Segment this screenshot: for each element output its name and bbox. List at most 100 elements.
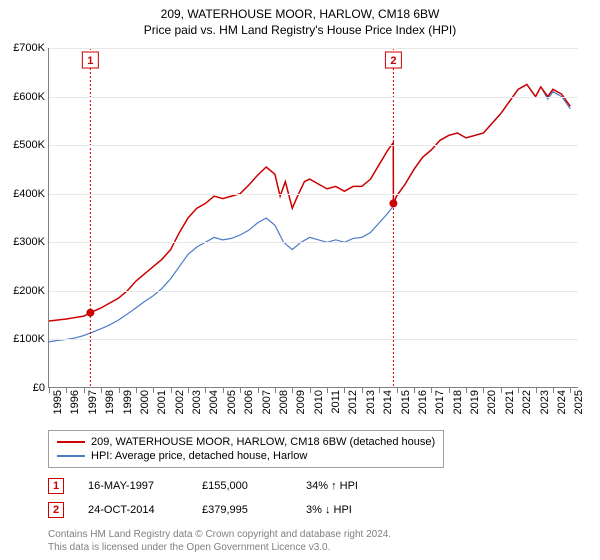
- y-axis-label: £500K: [3, 139, 45, 151]
- x-tick: [171, 388, 172, 393]
- x-tick: [310, 388, 311, 393]
- x-axis-label: 1995: [52, 390, 64, 420]
- x-axis-label: 2003: [191, 390, 203, 420]
- x-axis-label: 2014: [382, 390, 394, 420]
- x-tick: [414, 388, 415, 393]
- x-axis-label: 2023: [539, 390, 551, 420]
- sale-delta: 34% ↑ HPI: [306, 480, 358, 492]
- y-axis-label: £400K: [3, 188, 45, 200]
- x-tick: [153, 388, 154, 393]
- x-tick: [119, 388, 120, 393]
- x-axis-label: 1998: [104, 390, 116, 420]
- x-tick: [49, 388, 50, 393]
- y-axis-label: £700K: [3, 42, 45, 54]
- x-tick: [536, 388, 537, 393]
- x-tick: [431, 388, 432, 393]
- x-tick: [240, 388, 241, 393]
- y-gridline: [49, 145, 578, 146]
- footer-line-2: This data is licensed under the Open Gov…: [48, 541, 330, 554]
- y-axis-label: £0: [3, 382, 45, 394]
- x-tick: [188, 388, 189, 393]
- x-axis-label: 2001: [156, 390, 168, 420]
- x-tick: [518, 388, 519, 393]
- y-axis-label: £300K: [3, 236, 45, 248]
- x-axis-label: 2009: [295, 390, 307, 420]
- x-axis-label: 2002: [174, 390, 186, 420]
- x-axis-label: 2000: [139, 390, 151, 420]
- chart-svg: 12: [49, 48, 579, 388]
- x-tick: [570, 388, 571, 393]
- x-tick: [362, 388, 363, 393]
- x-axis-label: 2019: [469, 390, 481, 420]
- sale-price: £379,995: [202, 504, 282, 516]
- sale-marker-icon: 1: [48, 478, 64, 494]
- x-tick: [223, 388, 224, 393]
- y-axis-label: £200K: [3, 285, 45, 297]
- y-gridline: [49, 194, 578, 195]
- y-axis-label: £600K: [3, 91, 45, 103]
- x-tick: [553, 388, 554, 393]
- x-axis-label: 2016: [417, 390, 429, 420]
- x-tick: [136, 388, 137, 393]
- x-axis-label: 1997: [87, 390, 99, 420]
- x-tick: [379, 388, 380, 393]
- x-tick: [292, 388, 293, 393]
- x-axis-label: 1996: [69, 390, 81, 420]
- y-gridline: [49, 242, 578, 243]
- chart-legend: 209, WATERHOUSE MOOR, HARLOW, CM18 6BW (…: [48, 430, 444, 468]
- legend-item: HPI: Average price, detached house, Harl…: [57, 449, 435, 463]
- x-axis-label: 1999: [122, 390, 134, 420]
- series-line-property: [49, 84, 570, 321]
- chart-plot-area: 12 £0£100K£200K£300K£400K£500K£600K£700K: [48, 48, 578, 388]
- x-tick: [258, 388, 259, 393]
- x-tick: [327, 388, 328, 393]
- y-gridline: [49, 97, 578, 98]
- x-axis-label: 2024: [556, 390, 568, 420]
- legend-label: HPI: Average price, detached house, Harl…: [91, 450, 307, 462]
- marker-dot: [389, 199, 397, 207]
- marker-dot: [86, 309, 94, 317]
- chart-title: 209, WATERHOUSE MOOR, HARLOW, CM18 6BW: [0, 0, 600, 23]
- x-axis-label: 2012: [347, 390, 359, 420]
- legend-swatch: [57, 455, 85, 457]
- x-axis-label: 2013: [365, 390, 377, 420]
- sale-date: 24-OCT-2014: [88, 504, 178, 516]
- chart-subtitle: Price paid vs. HM Land Registry's House …: [0, 23, 600, 41]
- x-tick: [84, 388, 85, 393]
- x-axis-label: 2007: [261, 390, 273, 420]
- legend-label: 209, WATERHOUSE MOOR, HARLOW, CM18 6BW (…: [91, 436, 435, 448]
- x-axis-label: 2020: [486, 390, 498, 420]
- x-axis-label: 2018: [452, 390, 464, 420]
- x-axis-label: 2011: [330, 390, 342, 420]
- x-tick: [449, 388, 450, 393]
- x-axis-label: 2017: [434, 390, 446, 420]
- x-axis-label: 2015: [400, 390, 412, 420]
- footer-line-1: Contains HM Land Registry data © Crown c…: [48, 528, 391, 541]
- x-axis-label: 2010: [313, 390, 325, 420]
- x-tick: [275, 388, 276, 393]
- x-tick: [101, 388, 102, 393]
- sale-price: £155,000: [202, 480, 282, 492]
- x-tick: [205, 388, 206, 393]
- x-axis-label: 2004: [208, 390, 220, 420]
- legend-swatch: [57, 441, 85, 443]
- y-gridline: [49, 339, 578, 340]
- sale-marker-icon: 2: [48, 502, 64, 518]
- legend-item: 209, WATERHOUSE MOOR, HARLOW, CM18 6BW (…: [57, 435, 435, 449]
- x-tick: [397, 388, 398, 393]
- x-axis-label: 2022: [521, 390, 533, 420]
- x-tick: [483, 388, 484, 393]
- x-axis-label: 2005: [226, 390, 238, 420]
- x-tick: [501, 388, 502, 393]
- x-tick: [344, 388, 345, 393]
- y-gridline: [49, 48, 578, 49]
- sale-date: 16-MAY-1997: [88, 480, 178, 492]
- sale-row-1: 1 16-MAY-1997 £155,000 34% ↑ HPI: [48, 478, 358, 494]
- x-axis-label: 2006: [243, 390, 255, 420]
- marker-label: 1: [87, 55, 93, 67]
- y-axis-label: £100K: [3, 333, 45, 345]
- x-axis-label: 2025: [573, 390, 585, 420]
- x-tick: [66, 388, 67, 393]
- marker-label: 2: [390, 55, 396, 67]
- y-gridline: [49, 291, 578, 292]
